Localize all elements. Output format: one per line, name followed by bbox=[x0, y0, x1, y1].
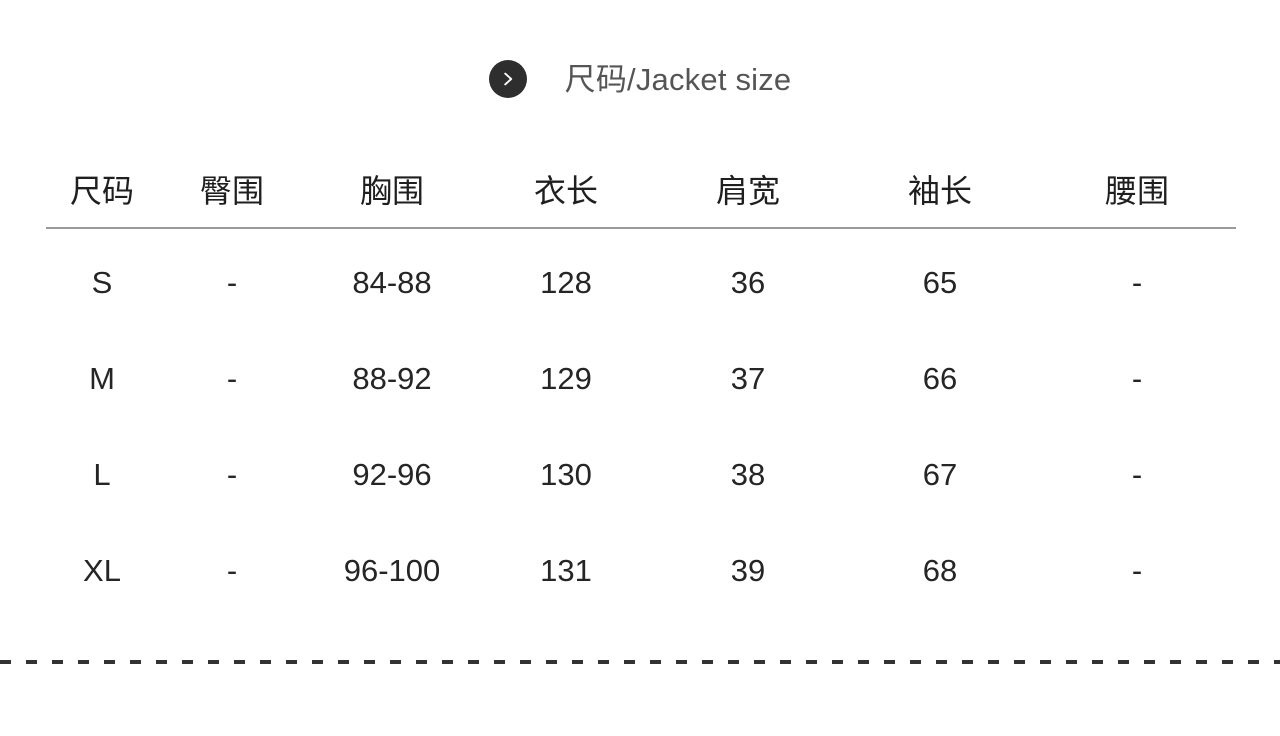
cell-hip: - bbox=[226, 457, 238, 492]
cell-bust: 84-88 bbox=[352, 265, 432, 300]
column-header-sleeve: 袖长 bbox=[907, 173, 972, 209]
cell-sleeve: 68 bbox=[922, 553, 958, 588]
column-header-length: 衣长 bbox=[533, 173, 598, 209]
column-header-size: 尺码 bbox=[69, 173, 134, 209]
cell-length: 131 bbox=[540, 553, 592, 588]
column-header-bust: 胸围 bbox=[359, 173, 424, 209]
cell-bust: 92-96 bbox=[352, 457, 432, 492]
cell-hip: - bbox=[226, 265, 238, 300]
table-row: S - 84-88 128 36 65 - bbox=[46, 228, 1236, 331]
cell-length: 130 bbox=[540, 457, 592, 492]
column-header-waist: 腰围 bbox=[1104, 173, 1169, 209]
cell-sleeve: 65 bbox=[922, 265, 958, 300]
size-section-header: 尺码/Jacket size bbox=[0, 52, 1280, 106]
cell-shoulder: 39 bbox=[730, 553, 766, 588]
cell-size: L bbox=[93, 457, 111, 492]
table-body: S - 84-88 128 36 65 - M - 88-92 129 37 6… bbox=[46, 228, 1236, 619]
table-row: XL - 96-100 131 39 68 - bbox=[46, 523, 1236, 619]
table-row: L - 92-96 130 38 67 - bbox=[46, 427, 1236, 523]
cell-hip: - bbox=[226, 553, 238, 588]
cell-hip: - bbox=[226, 361, 238, 396]
cell-shoulder: 37 bbox=[730, 361, 766, 396]
table-row: M - 88-92 129 37 66 - bbox=[46, 331, 1236, 427]
cell-waist: - bbox=[1131, 457, 1143, 492]
column-header-hip: 臀围 bbox=[199, 173, 264, 209]
cell-sleeve: 66 bbox=[922, 361, 958, 396]
cell-sleeve: 67 bbox=[922, 457, 958, 492]
cell-size: M bbox=[89, 361, 115, 396]
column-header-shoulder: 肩宽 bbox=[715, 173, 780, 209]
cell-shoulder: 36 bbox=[730, 265, 766, 300]
cell-bust: 96-100 bbox=[343, 553, 441, 588]
cell-size: S bbox=[91, 265, 113, 300]
cell-shoulder: 38 bbox=[730, 457, 766, 492]
cell-size: XL bbox=[83, 553, 121, 588]
cell-bust: 88-92 bbox=[352, 361, 432, 396]
table-header-row: 尺码 臀围 胸围 衣长 肩宽 袖长 腰围 bbox=[46, 155, 1236, 228]
chevron-right-icon bbox=[488, 60, 527, 98]
cell-length: 129 bbox=[540, 361, 592, 396]
size-chart-table: 尺码 臀围 胸围 衣长 肩宽 袖长 腰围 S - 84-88 128 36 65… bbox=[46, 155, 1236, 619]
cell-waist: - bbox=[1131, 265, 1143, 300]
cell-length: 128 bbox=[540, 265, 592, 300]
cell-waist: - bbox=[1131, 361, 1143, 396]
section-divider bbox=[0, 660, 1280, 664]
cell-waist: - bbox=[1131, 553, 1143, 588]
table-header: 尺码 臀围 胸围 衣长 肩宽 袖长 腰围 bbox=[46, 155, 1236, 228]
page-title: 尺码/Jacket size bbox=[564, 61, 792, 97]
